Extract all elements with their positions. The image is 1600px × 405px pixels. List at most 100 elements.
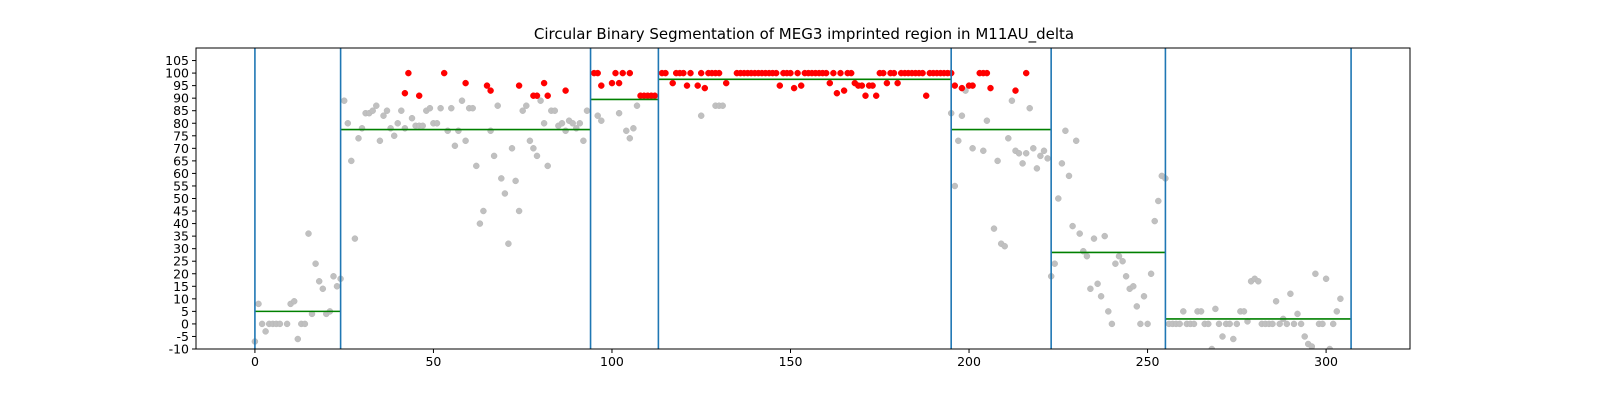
data-point xyxy=(1119,257,1126,265)
data-point xyxy=(426,104,434,112)
data-point-highlight xyxy=(776,82,784,89)
data-point xyxy=(598,117,605,124)
data-point xyxy=(1276,320,1283,328)
data-point-highlight xyxy=(594,69,601,77)
data-point-highlight xyxy=(440,69,448,77)
data-point xyxy=(333,283,341,290)
data-point xyxy=(1144,320,1151,328)
data-point-highlight xyxy=(701,84,709,92)
data-point-highlight xyxy=(969,82,976,89)
data-point-highlight xyxy=(562,87,569,94)
data-point xyxy=(319,285,327,293)
data-point-highlight xyxy=(1022,69,1030,77)
data-point xyxy=(512,177,519,185)
data-point xyxy=(1308,343,1316,349)
data-point xyxy=(1283,320,1291,328)
data-point xyxy=(1219,333,1226,340)
data-point-highlight xyxy=(790,84,798,92)
data-point xyxy=(444,127,451,135)
plot-frame xyxy=(195,47,1411,350)
data-point-highlight xyxy=(683,82,691,89)
data-point-highlight xyxy=(840,87,848,94)
data-point xyxy=(373,102,380,109)
data-point xyxy=(1290,320,1298,328)
data-point-highlight xyxy=(694,82,701,89)
data-point xyxy=(315,278,323,285)
data-point xyxy=(1005,135,1012,142)
data-point xyxy=(508,145,516,152)
data-point xyxy=(1155,197,1162,205)
data-point xyxy=(505,240,512,247)
data-point xyxy=(480,207,487,215)
y-tick-label: 5 xyxy=(181,304,189,319)
data-point xyxy=(330,273,337,280)
data-point-highlight xyxy=(772,69,780,77)
data-point-highlight xyxy=(401,89,409,97)
data-point xyxy=(498,175,505,182)
data-point xyxy=(1269,320,1276,328)
data-point xyxy=(540,120,548,127)
data-point-highlight xyxy=(662,69,669,77)
data-point xyxy=(290,298,298,305)
data-point xyxy=(1333,308,1341,315)
data-point xyxy=(569,120,576,127)
data-point xyxy=(1240,308,1248,315)
data-point xyxy=(276,320,284,328)
data-point xyxy=(980,147,987,155)
data-point xyxy=(1226,320,1233,328)
data-point xyxy=(990,225,998,232)
data-point-highlight xyxy=(847,69,855,77)
data-point xyxy=(1208,345,1216,349)
data-point xyxy=(383,107,391,114)
data-point xyxy=(1255,278,1262,285)
data-point xyxy=(1326,345,1333,349)
data-point xyxy=(1122,273,1130,280)
data-point xyxy=(1037,152,1044,160)
data-point xyxy=(1130,283,1137,290)
data-point-highlight xyxy=(822,69,830,77)
data-point xyxy=(1090,235,1098,242)
data-point xyxy=(1180,308,1187,315)
y-tick-label: 40 xyxy=(173,216,189,231)
data-point xyxy=(301,320,309,328)
data-point xyxy=(1272,298,1280,305)
data-point-highlight xyxy=(651,92,659,99)
plot-marks xyxy=(251,48,1352,349)
data-point xyxy=(387,125,394,132)
data-point xyxy=(551,107,559,114)
data-point xyxy=(1197,308,1205,315)
data-point xyxy=(1233,320,1241,328)
data-point xyxy=(380,112,387,119)
data-point xyxy=(583,107,591,114)
data-point-highlight xyxy=(872,92,880,99)
x-tick-label: 150 xyxy=(779,354,803,369)
data-point xyxy=(1015,150,1023,157)
y-tick-label: 100 xyxy=(165,66,189,81)
data-point xyxy=(1072,137,1080,145)
data-point xyxy=(633,102,641,109)
data-point xyxy=(448,104,455,112)
data-point xyxy=(1080,247,1087,255)
y-tick-label: 65 xyxy=(173,153,189,168)
chart-title: Circular Binary Segmentation of MEG3 imp… xyxy=(534,25,1074,44)
data-point xyxy=(515,207,523,215)
data-point xyxy=(523,102,530,109)
data-point xyxy=(1076,230,1083,237)
data-point xyxy=(358,125,366,132)
data-point-highlight xyxy=(1012,87,1019,94)
y-tick-label: 20 xyxy=(173,266,189,281)
data-point xyxy=(1069,222,1076,230)
data-point xyxy=(1105,308,1112,315)
data-point xyxy=(312,260,319,267)
data-point xyxy=(1301,333,1308,340)
data-point xyxy=(623,127,630,135)
data-point xyxy=(955,137,962,145)
data-point xyxy=(355,135,362,142)
data-point xyxy=(451,142,459,150)
data-point xyxy=(1019,160,1026,167)
data-point-highlight xyxy=(722,79,730,87)
x-tick-label: 300 xyxy=(1314,354,1338,369)
y-tick-label: 0 xyxy=(181,316,189,331)
